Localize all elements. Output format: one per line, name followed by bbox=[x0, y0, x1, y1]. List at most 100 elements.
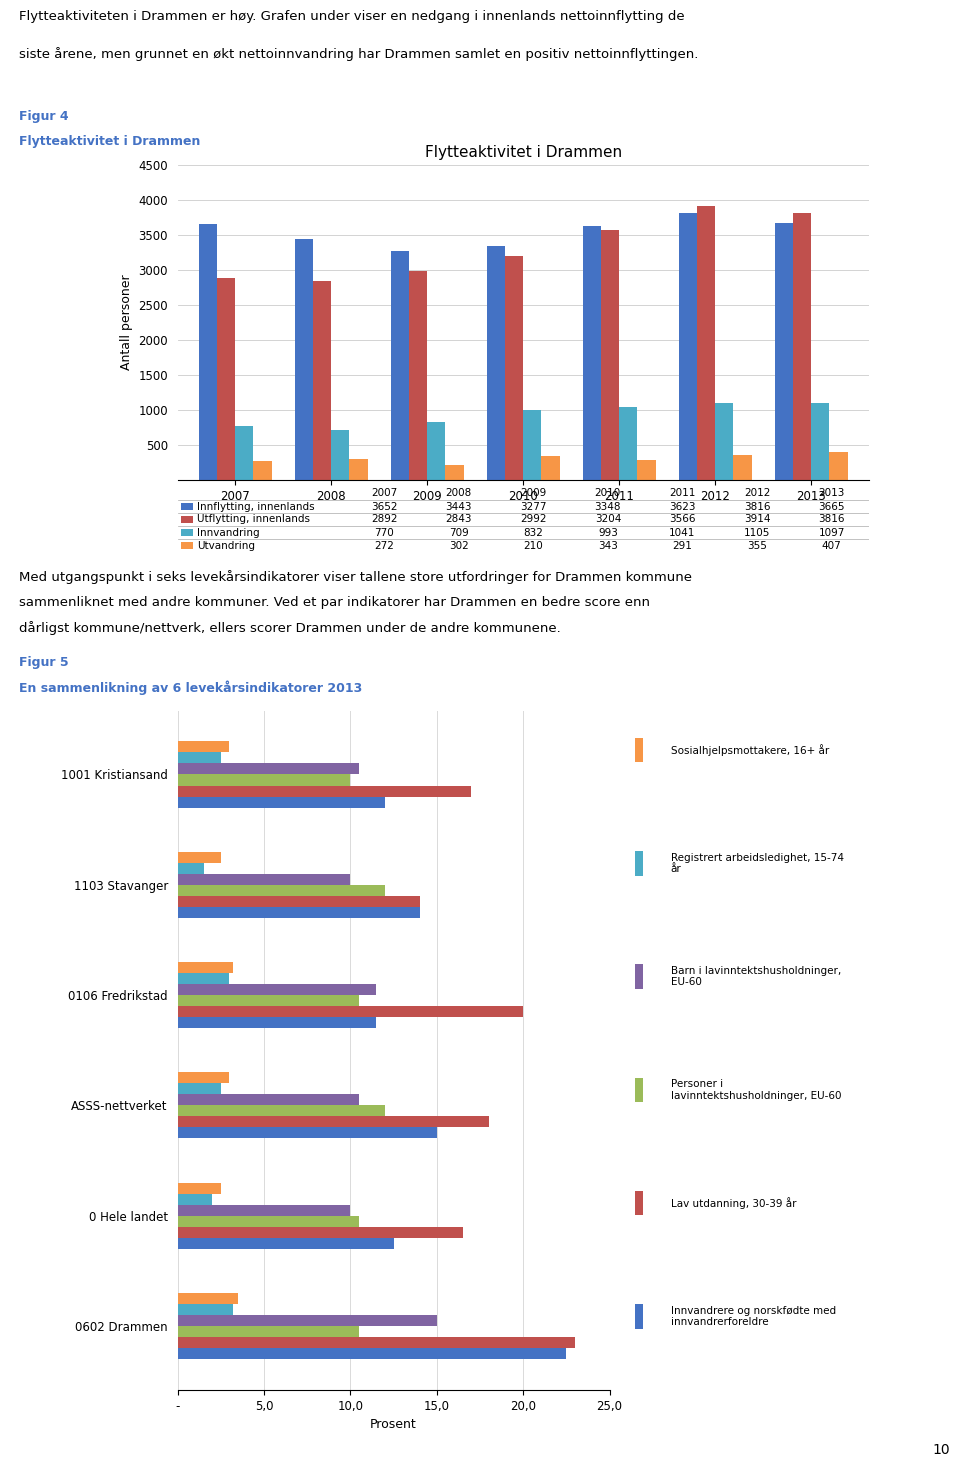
Text: Innflytting, innenlands: Innflytting, innenlands bbox=[197, 501, 315, 512]
Bar bbox=[636, 737, 643, 762]
Text: 10: 10 bbox=[933, 1443, 950, 1457]
Bar bbox=[505, 255, 523, 479]
Text: Utflytting, innenlands: Utflytting, innenlands bbox=[197, 515, 310, 525]
Text: 709: 709 bbox=[449, 528, 468, 538]
Bar bbox=[178, 1095, 359, 1105]
Bar bbox=[697, 207, 715, 479]
Bar bbox=[178, 1083, 221, 1095]
Text: 832: 832 bbox=[523, 528, 543, 538]
Bar bbox=[636, 1305, 643, 1328]
Bar bbox=[178, 1017, 376, 1028]
Text: Figur 4: Figur 4 bbox=[19, 110, 69, 123]
Text: siste årene, men grunnet en økt nettoinnvandring har Drammen samlet en positiv n: siste årene, men grunnet en økt nettoinn… bbox=[19, 47, 699, 62]
Bar bbox=[181, 542, 194, 550]
Text: 3566: 3566 bbox=[669, 515, 696, 525]
Text: Flytteaktivitet i Drammen: Flytteaktivitet i Drammen bbox=[19, 135, 201, 148]
Text: 2992: 2992 bbox=[520, 515, 546, 525]
Bar bbox=[178, 1337, 575, 1349]
Bar bbox=[715, 403, 733, 479]
Bar bbox=[523, 410, 541, 479]
Text: 2008: 2008 bbox=[445, 488, 472, 498]
Bar bbox=[636, 965, 643, 990]
Text: 2892: 2892 bbox=[371, 515, 397, 525]
Text: Innvandrere og norskfødte med
innvandrerforeldre: Innvandrere og norskfødte med innvandrer… bbox=[671, 1306, 836, 1327]
Text: 210: 210 bbox=[523, 541, 543, 551]
Bar bbox=[178, 907, 420, 918]
Bar bbox=[178, 1293, 238, 1303]
Bar bbox=[178, 752, 221, 764]
Bar bbox=[178, 1072, 229, 1083]
Bar bbox=[178, 984, 376, 995]
Bar bbox=[793, 213, 811, 479]
Text: 1097: 1097 bbox=[818, 528, 845, 538]
Bar bbox=[178, 1117, 489, 1127]
Text: Personer i
lavinntektshusholdninger, EU-60: Personer i lavinntektshusholdninger, EU-… bbox=[671, 1079, 841, 1101]
Text: 3204: 3204 bbox=[594, 515, 621, 525]
Text: Med utgangspunkt i seks levekårsindikatorer viser tallene store utfordringer for: Med utgangspunkt i seks levekårsindikato… bbox=[19, 570, 692, 585]
Text: 3816: 3816 bbox=[818, 515, 845, 525]
Bar bbox=[178, 1193, 212, 1205]
Text: 2011: 2011 bbox=[669, 488, 696, 498]
Bar bbox=[217, 277, 235, 479]
Text: 302: 302 bbox=[449, 541, 468, 551]
Bar bbox=[178, 896, 420, 907]
Text: 2009: 2009 bbox=[520, 488, 546, 498]
Text: 1041: 1041 bbox=[669, 528, 696, 538]
Bar bbox=[295, 239, 313, 479]
Text: 272: 272 bbox=[374, 541, 395, 551]
Text: Innvandring: Innvandring bbox=[197, 528, 259, 538]
Text: Registrert arbeidsledighet, 15-74
år: Registrert arbeidsledighet, 15-74 år bbox=[671, 853, 844, 874]
Bar bbox=[636, 1190, 643, 1215]
Text: 770: 770 bbox=[374, 528, 395, 538]
Bar bbox=[178, 1349, 566, 1359]
Text: 3443: 3443 bbox=[445, 501, 472, 512]
Text: 3652: 3652 bbox=[371, 501, 397, 512]
Text: Lav utdanning, 30-39 år: Lav utdanning, 30-39 år bbox=[671, 1198, 796, 1209]
Bar bbox=[733, 454, 752, 479]
Bar bbox=[445, 465, 464, 479]
Bar bbox=[636, 1078, 643, 1102]
Text: 3914: 3914 bbox=[744, 515, 770, 525]
Bar bbox=[391, 251, 409, 479]
Text: dårligst kommune/nettverk, ellers scorer Drammen under de andre kommunene.: dårligst kommune/nettverk, ellers scorer… bbox=[19, 622, 561, 635]
Text: 3816: 3816 bbox=[744, 501, 770, 512]
Bar bbox=[349, 459, 368, 479]
Bar bbox=[181, 529, 194, 537]
Bar bbox=[178, 1105, 385, 1117]
Bar bbox=[487, 246, 505, 479]
Bar bbox=[178, 973, 229, 984]
Bar bbox=[178, 1127, 437, 1139]
Text: Utvandring: Utvandring bbox=[197, 541, 255, 551]
Text: Figur 5: Figur 5 bbox=[19, 655, 69, 668]
Bar bbox=[178, 1303, 233, 1315]
Text: 2013: 2013 bbox=[818, 488, 845, 498]
Text: 1105: 1105 bbox=[744, 528, 770, 538]
Bar bbox=[679, 213, 697, 479]
Bar bbox=[178, 796, 385, 808]
Text: 3623: 3623 bbox=[669, 501, 696, 512]
Bar bbox=[409, 271, 427, 479]
Bar bbox=[313, 281, 331, 479]
Text: 2010: 2010 bbox=[595, 488, 621, 498]
Bar bbox=[178, 1205, 350, 1215]
Bar bbox=[178, 1237, 394, 1249]
Bar bbox=[178, 774, 350, 786]
Bar bbox=[199, 224, 217, 479]
Text: sammenliknet med andre kommuner. Ved et par indikatorer har Drammen en bedre sco: sammenliknet med andre kommuner. Ved et … bbox=[19, 595, 650, 608]
X-axis label: Prosent: Prosent bbox=[371, 1418, 417, 1431]
Text: Sosialhjelpsmottakere, 16+ år: Sosialhjelpsmottakere, 16+ år bbox=[671, 745, 828, 756]
Bar bbox=[178, 995, 359, 1006]
Bar bbox=[178, 862, 204, 874]
Bar bbox=[178, 885, 385, 896]
Y-axis label: Antall personer: Antall personer bbox=[120, 274, 132, 371]
Bar bbox=[178, 1227, 463, 1237]
Bar bbox=[619, 408, 637, 479]
Bar bbox=[178, 786, 471, 796]
Text: Flytteaktiviteten i Drammen er høy. Grafen under viser en nedgang i innenlands n: Flytteaktiviteten i Drammen er høy. Graf… bbox=[19, 10, 684, 23]
Text: 3277: 3277 bbox=[520, 501, 546, 512]
Bar bbox=[178, 874, 350, 885]
Title: Flytteaktivitet i Drammen: Flytteaktivitet i Drammen bbox=[424, 145, 622, 160]
Bar bbox=[178, 1315, 437, 1327]
Text: 3665: 3665 bbox=[818, 501, 845, 512]
Bar bbox=[178, 852, 221, 862]
